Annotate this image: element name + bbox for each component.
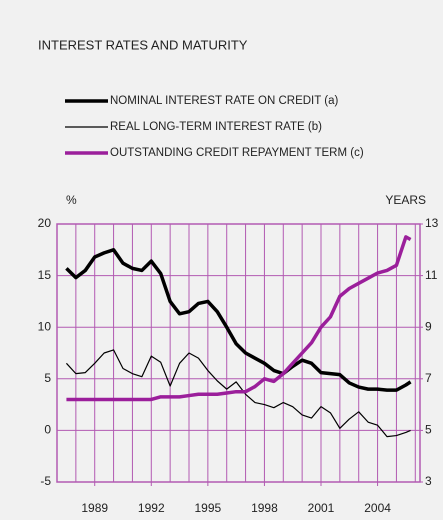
y-tick-label: 5 [44,371,51,385]
y2-axis-label: YEARS [385,193,426,207]
x-tick-label: 1992 [138,501,165,515]
x-tick-label: 2001 [308,501,335,515]
x-tick-label: 1998 [251,501,278,515]
y2-tick-label: 3 [425,474,432,488]
y2-tick-label: 9 [425,319,432,333]
chart-title: INTEREST RATES AND MATURITY [38,37,248,52]
y-tick-label: -5 [40,474,51,488]
x-tick-label: 2004 [364,501,391,515]
y2-tick-label: 5 [425,423,432,437]
y2-tick-label: 13 [425,216,439,230]
y-axis-label: % [66,193,77,207]
y-tick-label: 10 [38,319,52,333]
y2-tick-label: 11 [425,268,438,282]
legend-label: REAL LONG-TERM INTEREST RATE (b) [110,121,322,133]
x-tick-label: 1995 [195,501,222,515]
series-line [65,349,411,438]
x-tick-label: 1989 [81,501,108,515]
legend-label: OUTSTANDING CREDIT REPAYMENT TERM (c) [110,147,364,159]
y2-tick-label: 7 [425,371,432,385]
series-line [65,248,412,392]
y-tick-label: 20 [38,216,52,230]
legend-label: NOMINAL INTEREST RATE ON CREDIT (a) [110,95,338,107]
y-tick-label: 0 [44,423,51,437]
y-tick-label: 15 [38,268,52,282]
series-line [66,235,412,402]
plot-border [56,223,421,483]
